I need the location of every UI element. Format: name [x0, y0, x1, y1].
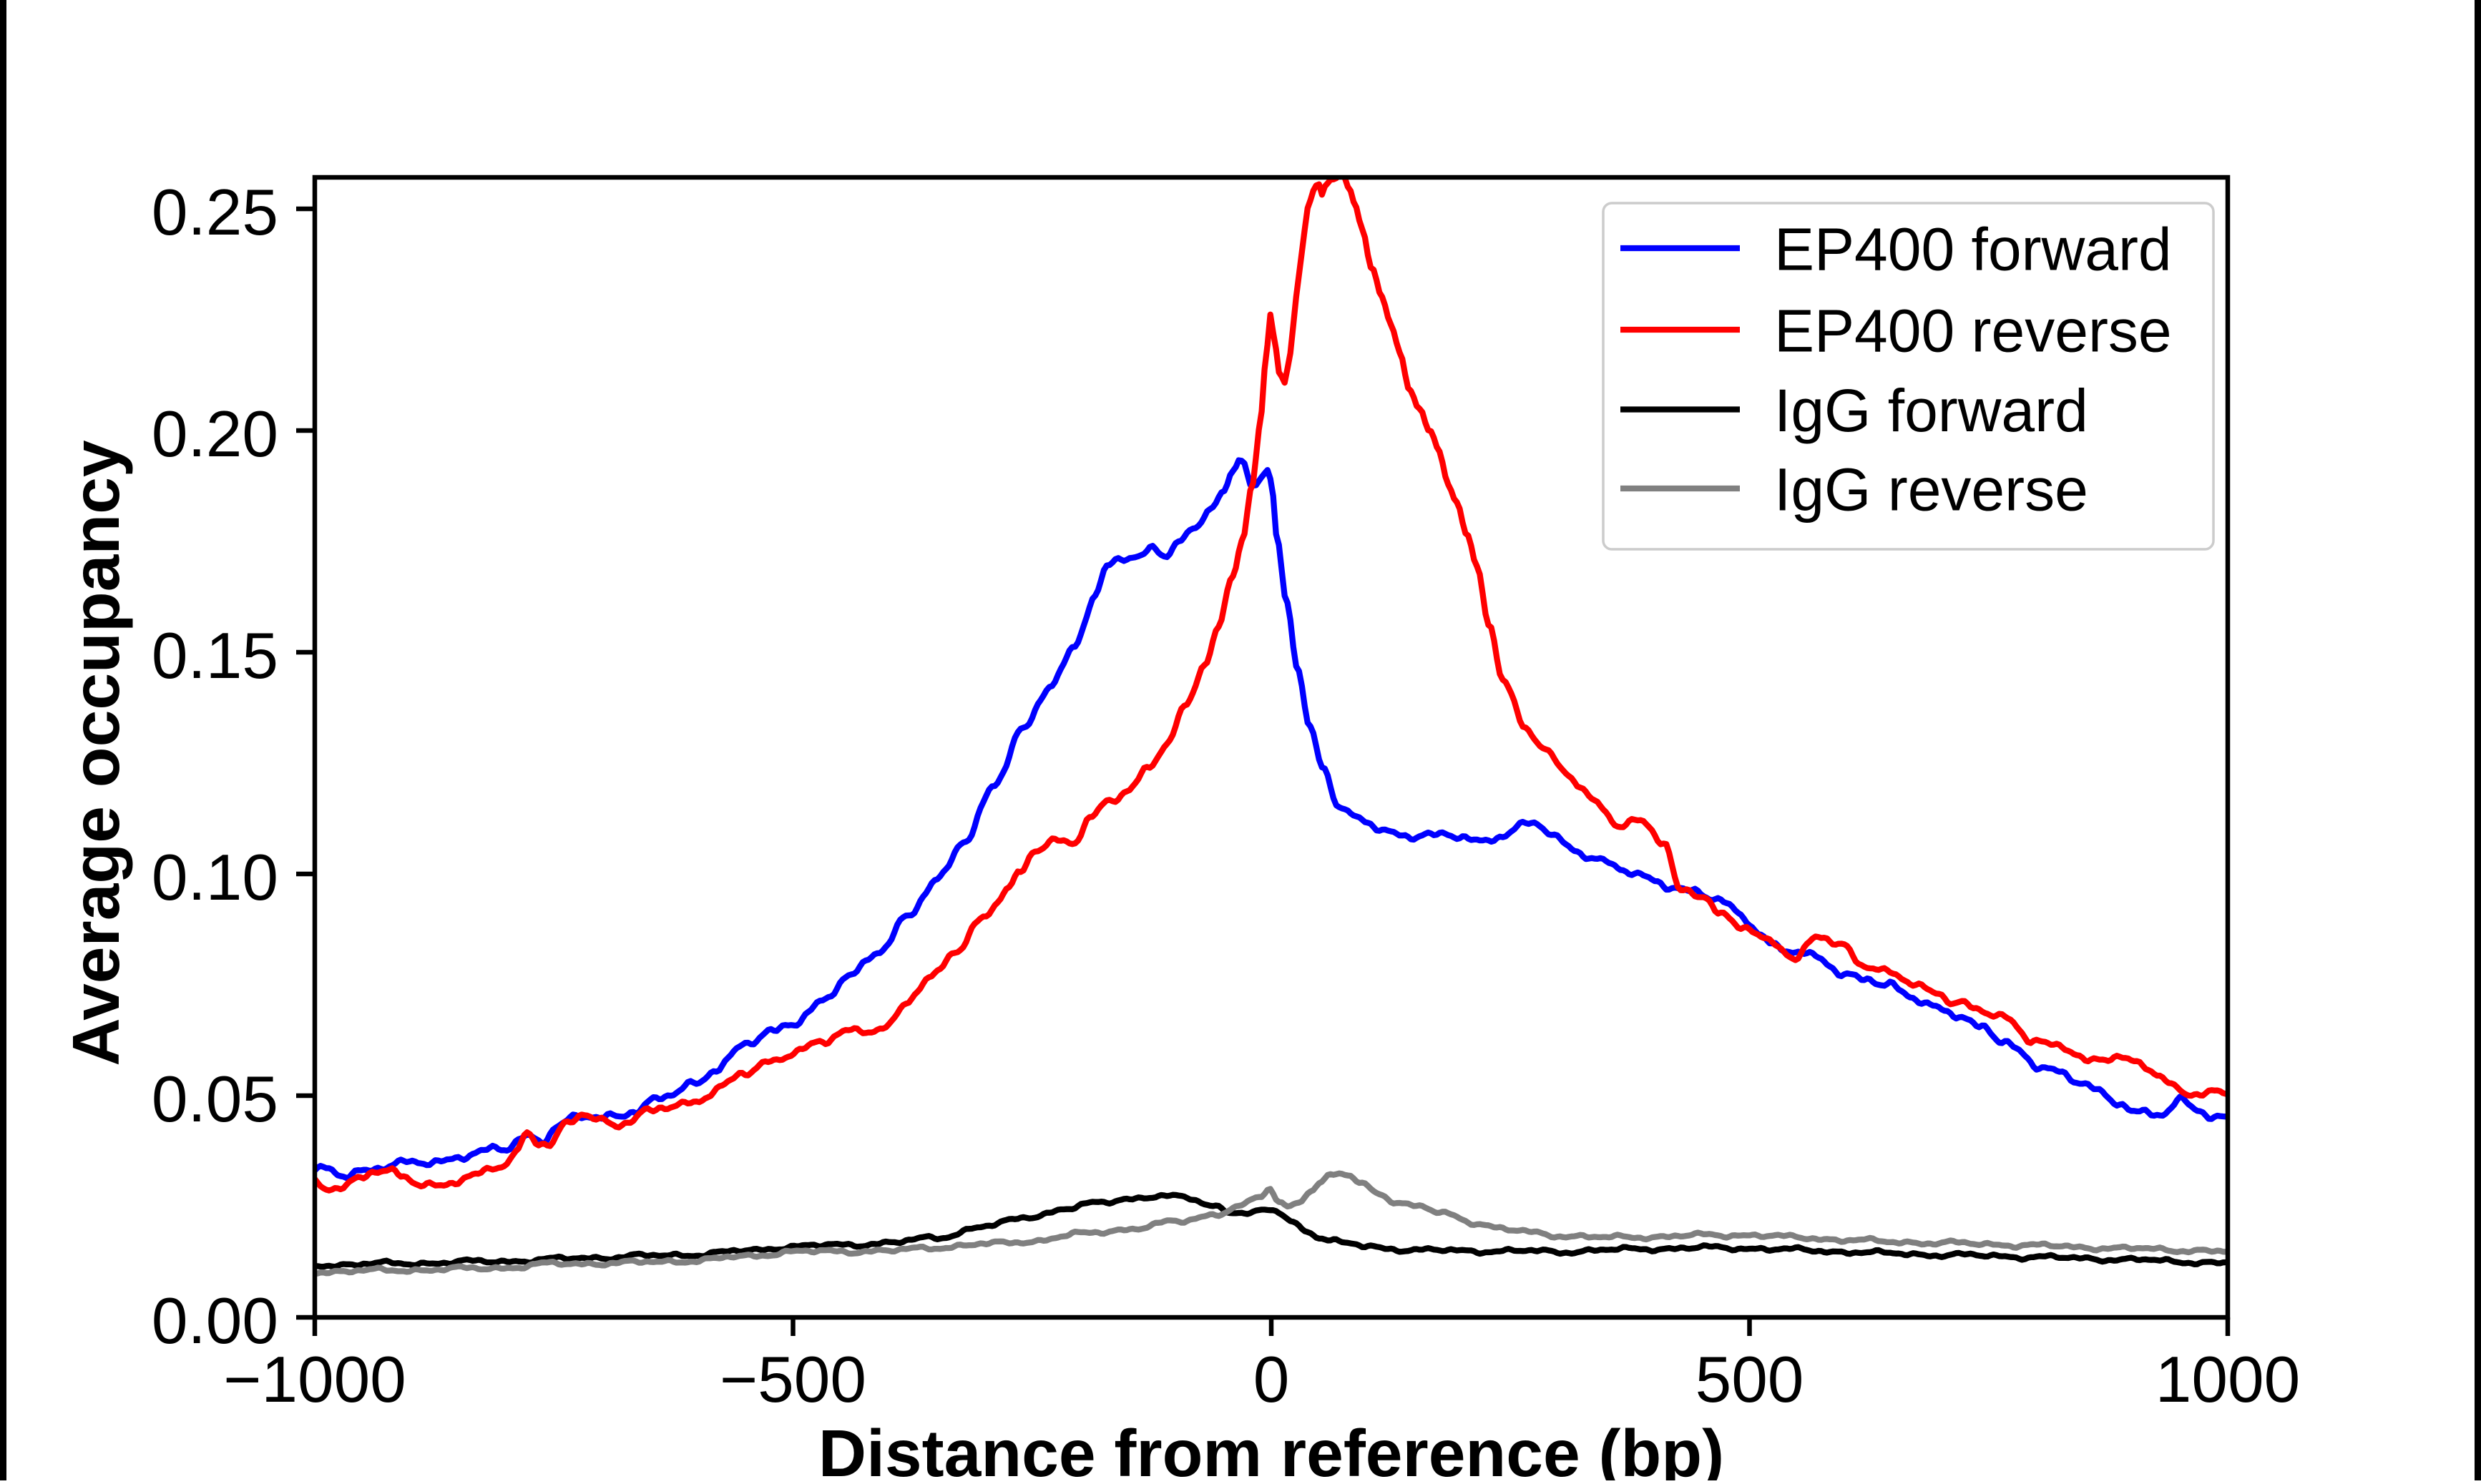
- svg-text:−1000: −1000: [223, 1344, 406, 1416]
- svg-text:Average occupancy: Average occupancy: [59, 440, 133, 1066]
- svg-text:0: 0: [1253, 1344, 1290, 1416]
- svg-text:0.20: 0.20: [152, 398, 278, 471]
- svg-text:Distance from reference (bp): Distance from reference (bp): [818, 1416, 1724, 1480]
- svg-text:0.00: 0.00: [152, 1285, 278, 1357]
- svg-text:IgG reverse: IgG reverse: [1774, 456, 2088, 524]
- svg-text:0.25: 0.25: [152, 177, 278, 249]
- svg-text:EP400 reverse: EP400 reverse: [1774, 298, 2172, 365]
- svg-text:IgG forward: IgG forward: [1774, 377, 2088, 444]
- svg-text:1000: 1000: [2155, 1344, 2300, 1416]
- svg-text:−500: −500: [720, 1344, 866, 1416]
- svg-text:0.05: 0.05: [152, 1063, 278, 1136]
- svg-text:500: 500: [1695, 1344, 1804, 1416]
- svg-text:EP400 forward: EP400 forward: [1774, 216, 2172, 283]
- svg-text:0.15: 0.15: [152, 620, 278, 692]
- svg-text:0.10: 0.10: [152, 842, 278, 914]
